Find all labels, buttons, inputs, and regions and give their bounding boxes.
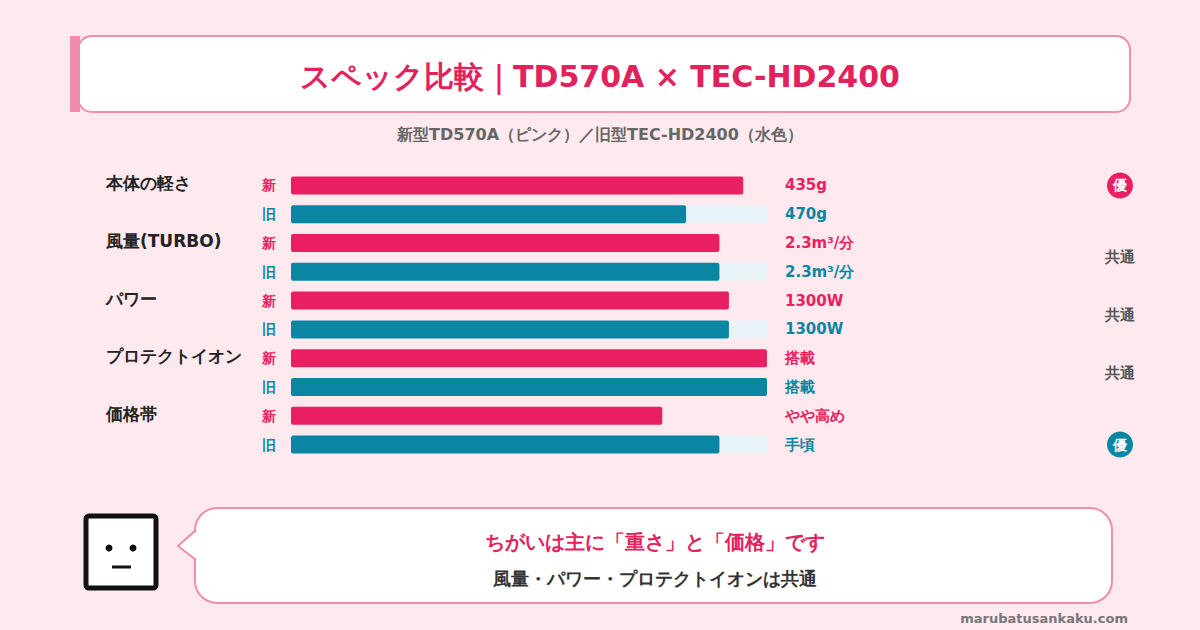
svg-text:やや高め: やや高め bbox=[784, 407, 845, 425]
svg-text:優: 優 bbox=[1112, 177, 1127, 193]
svg-text:旧: 旧 bbox=[262, 379, 276, 395]
svg-text:470g: 470g bbox=[785, 205, 827, 223]
svg-text:風量・パワー・プロテクトイオンは共通: 風量・パワー・プロテクトイオンは共通 bbox=[492, 568, 817, 589]
svg-text:新: 新 bbox=[261, 235, 276, 251]
svg-text:2.3m³/分: 2.3m³/分 bbox=[785, 263, 855, 281]
svg-text:旧: 旧 bbox=[262, 206, 276, 222]
svg-text:パワー: パワー bbox=[105, 289, 157, 309]
svg-text:旧: 旧 bbox=[262, 437, 276, 453]
svg-text:1300W: 1300W bbox=[785, 320, 844, 338]
svg-text:本体の軽さ: 本体の軽さ bbox=[105, 173, 191, 193]
svg-text:優: 優 bbox=[1112, 437, 1127, 453]
svg-text:新: 新 bbox=[261, 293, 276, 309]
svg-text:共通: 共通 bbox=[1104, 248, 1136, 266]
svg-text:風量(TURBO): 風量(TURBO) bbox=[105, 231, 221, 251]
svg-text:プロテクトイオン: プロテクトイオン bbox=[106, 346, 242, 366]
svg-text:スペック比較｜TD570A × TEC-HD2400: スペック比較｜TD570A × TEC-HD2400 bbox=[300, 59, 900, 96]
svg-text:共通: 共通 bbox=[1104, 364, 1136, 382]
svg-text:共通: 共通 bbox=[1104, 306, 1136, 324]
svg-text:435g: 435g bbox=[785, 176, 827, 194]
svg-text:価格帯: 価格帯 bbox=[105, 404, 157, 424]
svg-text:旧: 旧 bbox=[262, 264, 276, 280]
svg-text:新: 新 bbox=[261, 408, 276, 424]
svg-text:旧: 旧 bbox=[262, 321, 276, 337]
svg-text:marubatusankaku.com: marubatusankaku.com bbox=[960, 611, 1128, 626]
svg-text:新型TD570A（ピンク）／旧型TEC-HD2400（水色）: 新型TD570A（ピンク）／旧型TEC-HD2400（水色） bbox=[396, 125, 803, 144]
svg-text:ちがいは主に「重さ」と「価格」です: ちがいは主に「重さ」と「価格」です bbox=[485, 530, 825, 554]
svg-text:搭載: 搭載 bbox=[784, 349, 815, 367]
svg-text:手頃: 手頃 bbox=[784, 436, 815, 454]
svg-text:2.3m³/分: 2.3m³/分 bbox=[785, 234, 855, 252]
svg-text:1300W: 1300W bbox=[785, 292, 844, 310]
svg-text:新: 新 bbox=[261, 177, 276, 193]
svg-text:新: 新 bbox=[261, 350, 276, 366]
svg-text:搭載: 搭載 bbox=[784, 378, 815, 396]
